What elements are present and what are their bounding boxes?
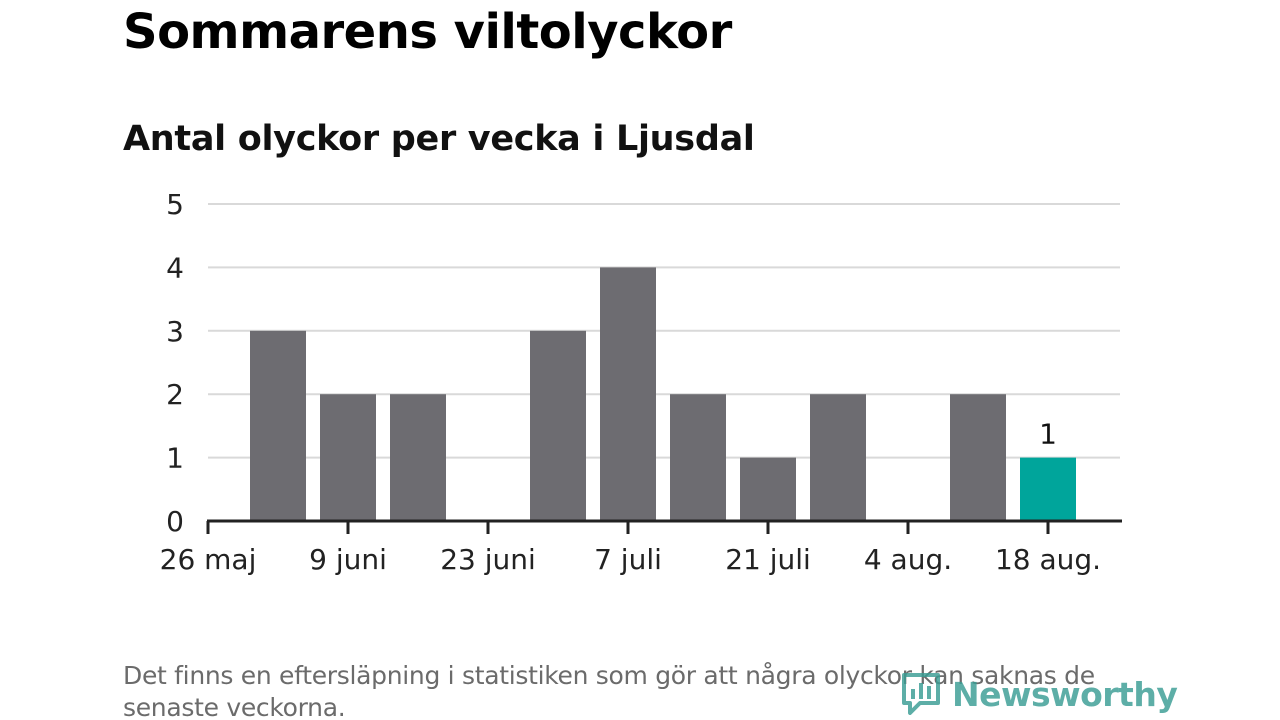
bar <box>950 394 1006 521</box>
logo-wordmark: Newsworthy <box>952 674 1178 714</box>
y-tick-label: 1 <box>166 442 184 475</box>
y-tick-label: 3 <box>166 315 184 348</box>
x-tick-label: 23 juni <box>440 543 536 576</box>
x-axis-tick-labels: 26 maj 9 juni 23 juni 7 juli 21 juli 4 aug. 18… <box>160 543 1101 576</box>
y-tick-label: 2 <box>166 378 184 411</box>
bar <box>740 457 796 521</box>
data-labels: 1 <box>1039 418 1057 451</box>
x-tick-label: 7 juli <box>594 543 662 576</box>
x-tick-label: 21 juli <box>725 543 811 576</box>
bar <box>530 330 586 521</box>
chart-subtitle: Antal olyckor per vecka i Ljusdal <box>123 119 755 159</box>
bar-highlight <box>1020 457 1076 521</box>
y-axis-tick-labels: 0 1 2 3 4 5 <box>166 188 184 538</box>
y-tick-label: 5 <box>166 188 184 221</box>
bar <box>320 394 376 521</box>
newsworthy-logo: Newsworthy <box>900 668 1178 720</box>
x-axis <box>206 519 1122 534</box>
data-label: 1 <box>1039 418 1057 451</box>
x-tick-label: 4 aug. <box>864 543 952 576</box>
x-tick-label: 9 juni <box>309 543 387 576</box>
bars <box>250 267 1076 521</box>
x-tick-label: 18 aug. <box>995 543 1101 576</box>
x-tick-label: 26 maj <box>160 543 257 576</box>
bar <box>250 330 306 521</box>
chart-title: Sommarens viltolyckor <box>123 4 732 60</box>
y-tick-label: 4 <box>166 251 184 284</box>
bar <box>390 394 446 521</box>
y-tick-label: 0 <box>166 505 184 538</box>
newsworthy-logo-icon <box>902 673 940 715</box>
bar <box>600 267 656 521</box>
bar <box>670 394 726 521</box>
bar <box>810 394 866 521</box>
